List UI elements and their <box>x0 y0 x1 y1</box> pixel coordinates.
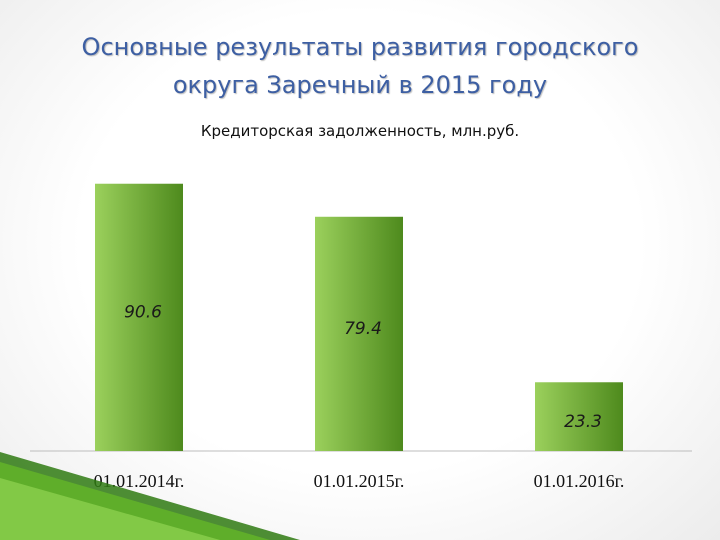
slide-title-line-1: Основные результаты развития городского <box>81 33 639 61</box>
bar-3 <box>535 382 623 451</box>
data-label-3: 23.3 <box>564 412 602 432</box>
chart-title: Кредиторская задолженность, млн.руб. <box>200 122 520 140</box>
data-label-1: 90.6 <box>124 302 162 322</box>
x-tick-label-2: 01.01.2015г. <box>314 471 405 491</box>
bar-2 <box>315 216 403 451</box>
bar-1 <box>95 183 183 452</box>
slide-title: Основные результаты развития городского … <box>0 28 720 104</box>
data-label-2: 79.4 <box>344 319 382 339</box>
x-tick-label-1: 01.01.2014г. <box>94 471 185 491</box>
x-tick-label-3: 01.01.2016г. <box>534 471 625 491</box>
slide-title-line-2: округа Заречный в 2015 году <box>172 71 548 99</box>
